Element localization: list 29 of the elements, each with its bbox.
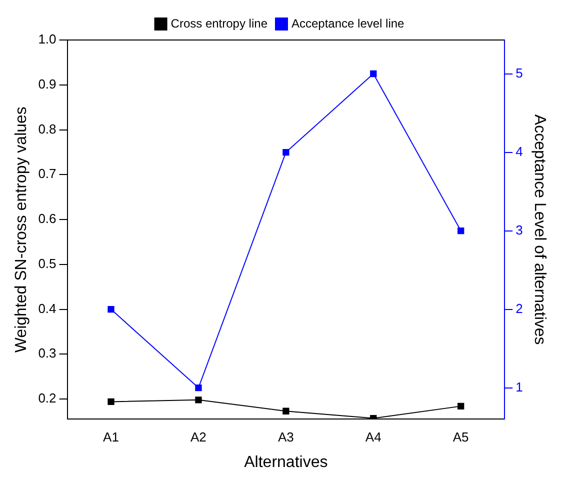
y-tick-label: 0.3 xyxy=(38,346,56,361)
x-tick-label: A5 xyxy=(452,430,469,445)
y-tick-label: 0.8 xyxy=(38,121,56,136)
x-tick-label: A4 xyxy=(365,430,382,445)
y-tick-label: 0.9 xyxy=(38,76,56,92)
x-tick-label: A3 xyxy=(278,430,294,445)
x-axis-title: Alternatives xyxy=(244,454,328,471)
legend-label: Cross entropy line xyxy=(170,16,268,30)
point xyxy=(282,148,290,156)
point xyxy=(458,227,464,234)
y-tick-label: 0.2 xyxy=(38,390,56,406)
y-tick-label: 0.4 xyxy=(38,300,56,316)
x-tick-label: A1 xyxy=(103,430,119,445)
y2-axis-title: Acceptance Level of alternatives xyxy=(530,114,548,345)
y2-tick-label: 5 xyxy=(516,65,523,80)
y-tick-label: 0.5 xyxy=(38,256,56,271)
y2-tick-label: 4 xyxy=(516,144,523,159)
y-tick-label: 0.7 xyxy=(38,166,56,182)
point xyxy=(108,306,114,313)
x-tick-label: A2 xyxy=(190,430,206,445)
y2-tick-label: 2 xyxy=(516,300,523,316)
legend-label: Acceptance level line xyxy=(291,16,405,30)
y-axis-title: Weighted SN-cross entropy values xyxy=(13,106,30,353)
y-tick-label: 1.0 xyxy=(38,32,56,47)
y2-tick-label: 1 xyxy=(516,379,523,394)
point xyxy=(195,384,202,392)
y-tick-label: 0.6 xyxy=(38,211,56,226)
y2-tick-label: 3 xyxy=(516,222,523,238)
point xyxy=(370,70,377,78)
